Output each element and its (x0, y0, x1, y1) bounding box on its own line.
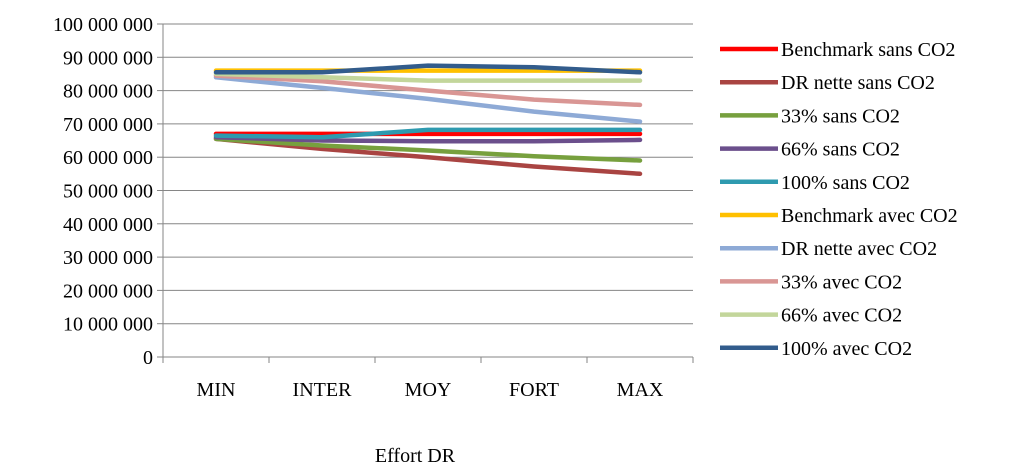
x-tick-label: FORT (509, 379, 559, 401)
y-tick-label: 0 (143, 347, 153, 369)
legend-entry-label: Benchmark sans CO2 (781, 39, 955, 61)
y-tick-label: 40 000 000 (63, 214, 153, 236)
series-line (213, 127, 643, 140)
y-tick-label: 70 000 000 (63, 114, 153, 136)
legend: Benchmark sans CO2 DR nette sans CO2 33% s… (720, 39, 958, 360)
legend-entry-label: 33% avec CO2 (781, 271, 902, 293)
series-line (213, 63, 643, 75)
legend-entry-label: 66% sans CO2 (781, 139, 900, 161)
legend-entry-label: 100% avec CO2 (781, 338, 912, 360)
x-tick-label: MOY (405, 379, 452, 401)
series-line (213, 73, 643, 108)
legend-entry-label: Benchmark avec CO2 (781, 205, 958, 227)
gridlines (157, 23, 693, 358)
plot-series (213, 63, 643, 177)
series-line (213, 71, 643, 83)
y-tick-label: 50 000 000 (63, 181, 153, 203)
legend-entry-label: 100% sans CO2 (781, 172, 910, 194)
series-line (213, 136, 643, 163)
legend-entry-label: DR nette sans CO2 (781, 72, 935, 94)
y-tick-label: 100 000 000 (53, 14, 153, 36)
x-axis-title: Effort DR (375, 445, 456, 467)
series-line (213, 136, 643, 177)
y-tick-label: 30 000 000 (63, 247, 153, 269)
y-tick-label: 20 000 000 (63, 280, 153, 302)
x-axis-tick-labels: MIN INTER MOY FORT MAX (197, 379, 664, 401)
x-tick-label: INTER (293, 379, 353, 401)
y-tick-label: 60 000 000 (63, 147, 153, 169)
x-tick-label: MAX (617, 379, 664, 401)
y-axis-tick-labels: 0 10 000 000 20 000 000 30 000 000 40 000 00… (53, 14, 153, 369)
series-line (213, 75, 643, 124)
legend-entry-label: DR nette avec CO2 (781, 238, 937, 260)
legend-entry-label: 66% avec CO2 (781, 305, 902, 327)
axes (162, 24, 694, 363)
legend-entry-label: 33% sans CO2 (781, 105, 900, 127)
y-tick-label: 80 000 000 (63, 81, 153, 103)
y-tick-label: 10 000 000 (63, 314, 153, 336)
x-tick-label: MIN (197, 379, 236, 401)
series-line (213, 134, 643, 144)
y-tick-label: 90 000 000 (63, 47, 153, 69)
